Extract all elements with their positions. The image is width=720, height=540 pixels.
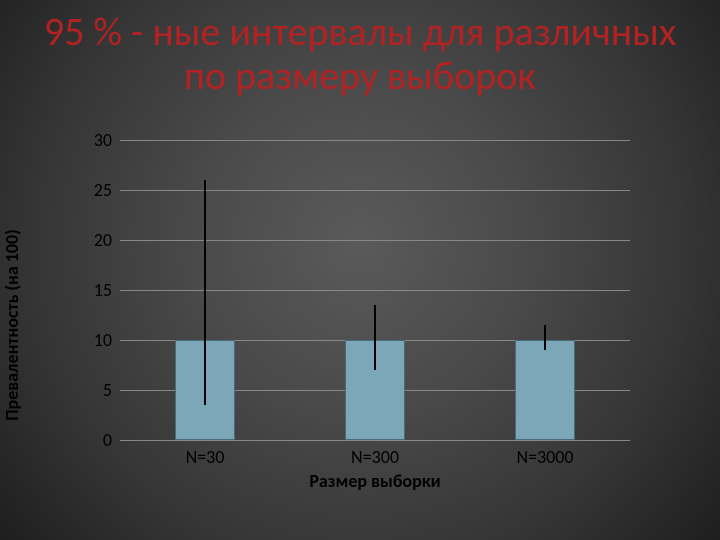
x-tick-label: N=30 — [186, 446, 225, 468]
slide-title: 95 % - ные интервалы для различных по ра… — [0, 10, 720, 98]
y-tick-label: 0 — [103, 429, 112, 451]
gridline — [120, 140, 630, 141]
bar — [515, 340, 575, 440]
x-tick-label: N=3000 — [516, 446, 573, 468]
chart-area: Превалентность (на 100) Размер выборки 0… — [60, 140, 660, 510]
y-axis-label: Превалентность (на 100) — [1, 229, 23, 421]
error-bar — [204, 180, 206, 405]
y-tick-label: 5 — [103, 379, 112, 401]
y-tick-label: 15 — [94, 279, 112, 301]
gridline — [120, 240, 630, 241]
y-tick-label: 10 — [94, 329, 112, 351]
plot-area: Размер выборки 051015202530N=30N=300N=30… — [120, 140, 630, 440]
x-axis-label: Размер выборки — [120, 470, 630, 492]
y-tick-label: 20 — [94, 229, 112, 251]
y-tick-label: 25 — [94, 179, 112, 201]
y-tick-label: 30 — [94, 129, 112, 151]
gridline — [120, 440, 630, 441]
error-bar — [374, 305, 376, 370]
error-bar — [544, 325, 546, 350]
gridline — [120, 190, 630, 191]
x-tick-label: N=300 — [351, 446, 399, 468]
gridline — [120, 290, 630, 291]
